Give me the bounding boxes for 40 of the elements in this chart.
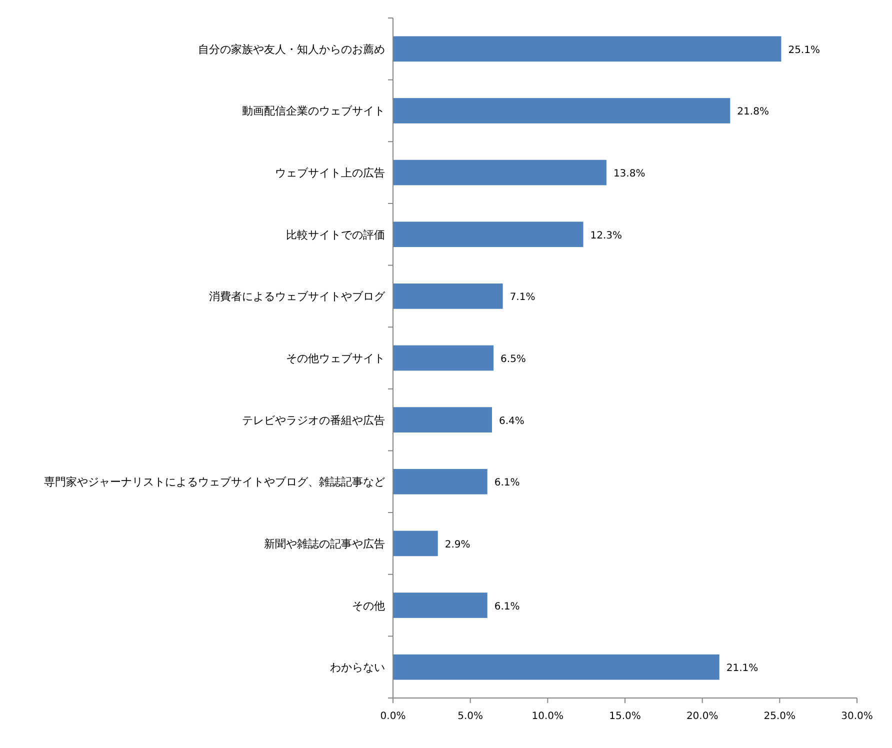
- y-tick-label: ウェブサイト上の広告: [275, 166, 385, 180]
- bar: [393, 284, 503, 309]
- data-label: 25.1%: [788, 44, 820, 56]
- data-label: 13.8%: [613, 168, 646, 180]
- data-label: 2.9%: [444, 539, 470, 550]
- x-tick-label: 0.0%: [380, 711, 406, 722]
- y-tick-label: 消費者によるウェブサイトやブログ: [209, 290, 386, 304]
- y-tick-label: 動画配信企業のウェブサイト: [242, 104, 385, 118]
- bar: [393, 654, 720, 680]
- bar: [393, 36, 782, 62]
- bar: [393, 592, 488, 618]
- x-tick-label: 5.0%: [458, 711, 484, 722]
- bar: [393, 530, 438, 556]
- y-tick-label: 比較サイトでの評価: [286, 228, 385, 242]
- x-tick-label: 15.0%: [609, 711, 641, 722]
- bar: [393, 160, 606, 186]
- y-tick-label: テレビやラジオの番組や広告: [242, 414, 385, 427]
- bar: [393, 222, 584, 248]
- data-label: 7.1%: [510, 292, 536, 304]
- y-tick-label: その他ウェブサイト: [286, 352, 385, 365]
- bar: [393, 407, 492, 432]
- bar: [393, 98, 730, 124]
- y-tick-label: 新聞や雑誌の記事や広告: [264, 537, 385, 550]
- data-label: 6.4%: [498, 416, 524, 427]
- x-tick-label: 25.0%: [764, 711, 796, 722]
- y-tick-label: 専門家やジャーナリストによるウェブサイトやブログ、雑誌記事など: [44, 476, 385, 489]
- y-tick-label: その他: [352, 599, 385, 612]
- data-label: 12.3%: [590, 230, 622, 242]
- x-tick-label: 30.0%: [841, 711, 873, 722]
- data-label: 6.5%: [500, 354, 526, 365]
- y-tick-label: わからない: [330, 661, 385, 674]
- data-label: 21.1%: [726, 663, 758, 674]
- data-label: 6.1%: [494, 601, 520, 612]
- bar: [393, 468, 488, 494]
- data-label: 6.1%: [494, 478, 520, 489]
- x-tick-label: 20.0%: [686, 711, 718, 722]
- bar: [393, 345, 494, 371]
- data-label: 21.8%: [737, 106, 769, 118]
- y-tick-label: 自分の家族や友人・知人からのお薦め: [198, 42, 385, 56]
- x-tick-label: 10.0%: [532, 711, 564, 722]
